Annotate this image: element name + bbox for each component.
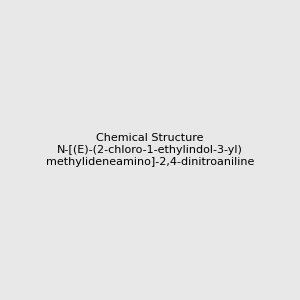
Text: Chemical Structure
N-[(E)-(2-chloro-1-ethylindol-3-yl)
methylideneamino]-2,4-din: Chemical Structure N-[(E)-(2-chloro-1-et… xyxy=(46,134,254,166)
